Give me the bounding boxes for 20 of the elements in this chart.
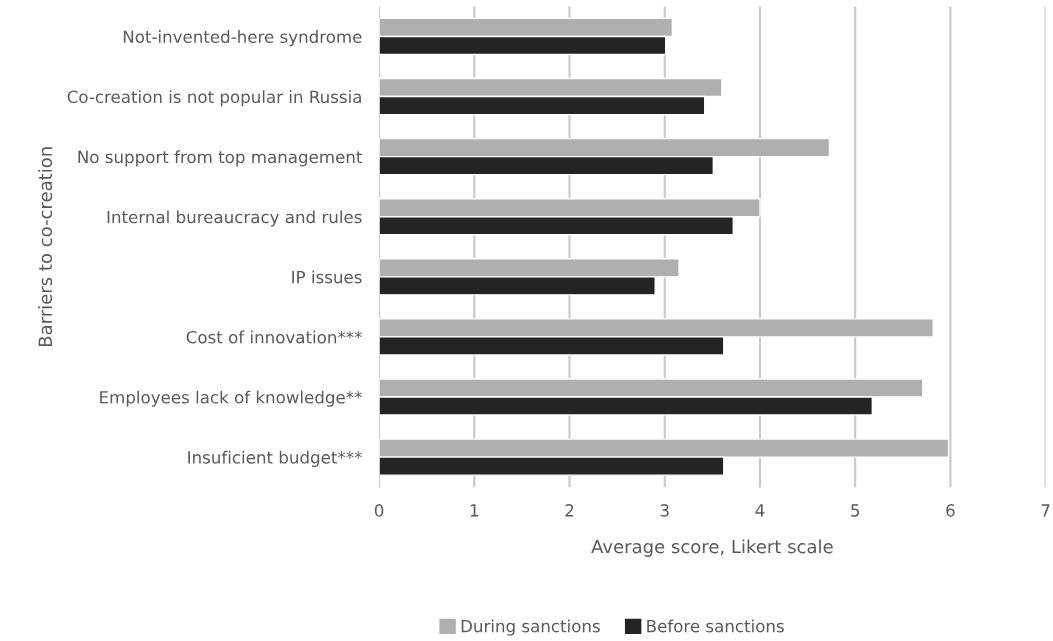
x-tick-label: 5 <box>851 504 860 517</box>
x-tick-label: 7 <box>1041 504 1050 517</box>
legend-label: During sanctions <box>461 619 600 636</box>
y-tick-label: Cost of innovation*** <box>186 330 362 344</box>
x-tick-label: 6 <box>946 504 955 517</box>
y-tick-label: No support from top management <box>78 150 363 167</box>
y-tick-label: Internal bureaucracy and rules <box>107 210 362 227</box>
y-tick-label: Not-invented-here syndrome <box>123 30 362 47</box>
x-tick-label: 0 <box>374 504 384 517</box>
y-tick-label: Co-creation is not popular in Russia <box>67 90 361 107</box>
y-tick-label: Insuficient budget*** <box>188 450 362 467</box>
legend-label: Before sanctions <box>647 619 784 633</box>
x-axis-title: Average score, Likert scale <box>591 539 833 557</box>
x-tick-label: 2 <box>565 504 574 517</box>
x-tick-label: 4 <box>755 504 765 517</box>
y-tick-label: IP issues <box>292 270 362 284</box>
x-tick-label: 1 <box>470 504 479 517</box>
y-axis-title: Barriers to co-creation <box>38 147 53 347</box>
y-tick-label: Employees lack of knowledge** <box>100 390 362 407</box>
x-tick-label: 3 <box>660 504 669 517</box>
